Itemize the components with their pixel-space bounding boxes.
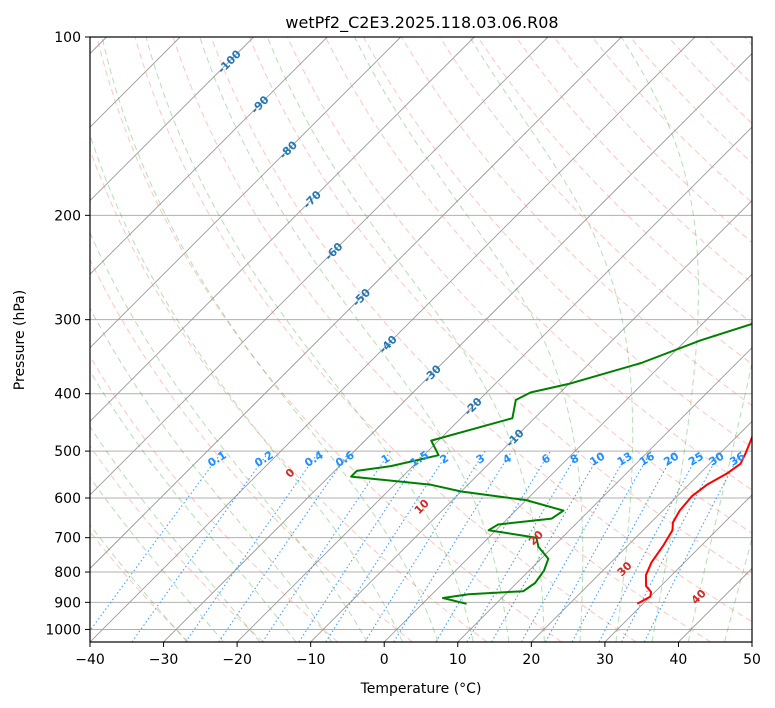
mixing-ratio-line (185, 450, 320, 642)
dry-adiabat (401, 37, 752, 407)
isotherm--40 (90, 37, 696, 642)
moist-adiabat (101, 37, 439, 642)
isotherm--50 (90, 37, 622, 570)
dry-adiabat (210, 37, 752, 623)
dewpoint-profile (350, 322, 752, 605)
dry-adiabat (591, 37, 752, 204)
dry-adiabat (325, 37, 752, 491)
isotherm--70 (90, 37, 475, 422)
axes: −40 −30 −20 −10 0 10 20 30 40 50 100 200 300 400 500 60… (45, 30, 761, 668)
dry-adiabat (134, 37, 637, 642)
isotherm--80 (90, 37, 402, 349)
moist-adiabat (90, 425, 261, 642)
y-tick-label: 600 (54, 491, 81, 507)
moist-adiabat (266, 37, 545, 642)
y-tick-label: 200 (54, 208, 81, 224)
moist-adiabat (90, 231, 368, 642)
mixing-ratio-line (131, 450, 270, 642)
isotherm--90 (90, 37, 328, 275)
dry-adiabat (363, 37, 752, 449)
moist-adiabat (145, 37, 474, 642)
moist-adiabat (90, 133, 404, 642)
mixing-ratio-line (393, 450, 513, 642)
mixing-ratio-line (435, 450, 551, 642)
moist-adiabat (90, 307, 333, 642)
x-tick-label: 20 (522, 652, 540, 668)
isotherm-30 (604, 494, 752, 642)
moist-adiabat (199, 37, 510, 642)
moist-adiabat (620, 37, 699, 642)
mixing-ratio-line (521, 450, 630, 642)
moist-adiabat (687, 360, 752, 642)
mixing-ratio-line (90, 450, 223, 632)
dry-adiabat (629, 37, 752, 164)
isotherm-20 (531, 420, 752, 642)
temperature-profile (636, 434, 752, 605)
moist-adiabat (724, 536, 752, 642)
dry-adiabat (172, 37, 712, 642)
isotherm--30 (163, 52, 752, 642)
moist-adiabat (90, 370, 297, 642)
x-axis-title: Temperature (°C) (360, 681, 482, 697)
isotherm--10 (310, 200, 752, 642)
y-tick-label: 400 (54, 387, 81, 403)
mixing-ratio-line (491, 450, 603, 642)
dry-adiabat (90, 258, 413, 642)
dry-adiabat (90, 445, 264, 642)
x-tick-label: 0 (380, 652, 389, 668)
mixing-ratio-line (571, 450, 676, 642)
dry-adiabat (286, 37, 752, 534)
y-tick-label: 1000 (45, 622, 81, 638)
isotherm--100 (90, 37, 254, 202)
x-tick-label: 40 (670, 652, 688, 668)
y-tick-label: 900 (54, 595, 81, 611)
isotherm--20 (236, 126, 752, 642)
y-tick-label: 100 (54, 30, 81, 46)
y-tick-label: 700 (54, 531, 81, 547)
x-tick-label: −30 (149, 652, 179, 668)
mixing-ratio-line (218, 450, 351, 642)
chart-title: wetPf2_C2E3.2025.118.03.06.R08 (285, 13, 558, 33)
mixing-ratio-line (325, 450, 450, 642)
moist-adiabat (354, 37, 584, 642)
y-axis-title: Pressure (hPa) (12, 290, 28, 390)
moist-adiabat (90, 524, 188, 642)
isotherm-0 (383, 273, 752, 642)
isotherm-10 (457, 347, 752, 642)
moist-adiabat (90, 476, 224, 642)
isotherm--60 (90, 37, 549, 496)
x-tick-label: 50 (743, 652, 761, 668)
x-tick-label: 10 (449, 652, 467, 668)
dry-adiabat (248, 37, 752, 578)
mixing-ratio-line (466, 450, 580, 642)
x-tick-label: 30 (596, 652, 614, 668)
x-tick-label: −10 (296, 652, 326, 668)
mixing-ratio-line (364, 450, 486, 642)
x-tick-label: −40 (75, 652, 105, 668)
plot-frame (89, 36, 753, 643)
mixing-ratio-line (545, 450, 652, 642)
dry-adiabat (477, 37, 752, 324)
y-tick-label: 800 (54, 565, 81, 581)
dry-adiabat (96, 37, 562, 642)
plot-area: -100-90-80-70-60-50-40-30-20-100.1 0.2 0.4… (90, 37, 752, 642)
y-tick-label: 300 (54, 313, 81, 329)
y-tick-label: 500 (54, 444, 81, 460)
x-tick-label: −20 (222, 652, 252, 668)
